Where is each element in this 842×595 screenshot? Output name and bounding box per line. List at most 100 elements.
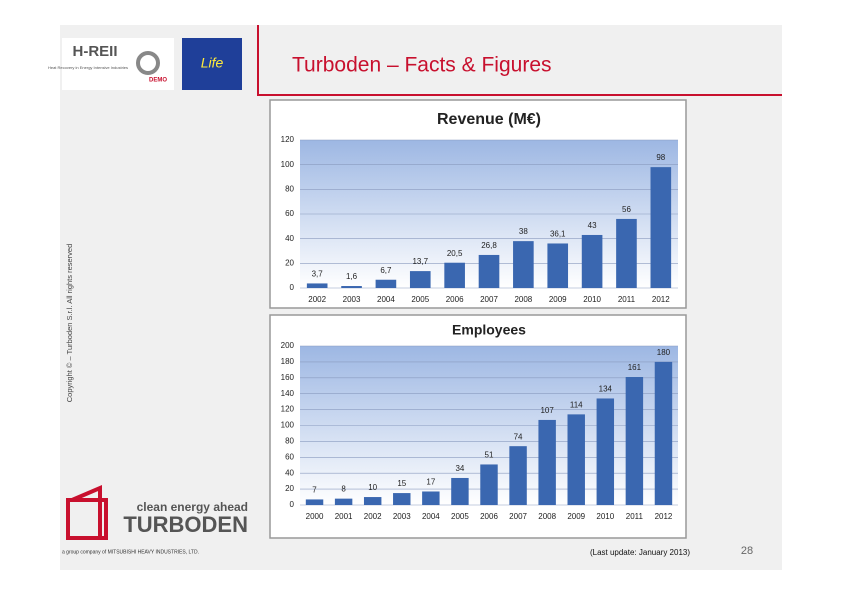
last-update: (Last update: January 2013) xyxy=(590,548,690,557)
bar xyxy=(547,243,569,288)
data-label: 134 xyxy=(599,385,613,394)
bar xyxy=(513,241,534,288)
logo-parent: a group company of MITSUBISHI HEAVY INDU… xyxy=(62,549,199,555)
bar xyxy=(478,254,500,288)
bar xyxy=(422,491,440,505)
eu-logo xyxy=(182,38,242,90)
x-tick-label: 2009 xyxy=(567,512,585,521)
data-label: 36,1 xyxy=(550,230,566,239)
x-tick-label: 2008 xyxy=(514,295,532,304)
bar xyxy=(306,283,328,288)
y-tick-label: 120 xyxy=(281,135,295,144)
y-tick-label: 160 xyxy=(281,373,295,382)
x-tick-label: 2006 xyxy=(480,512,498,521)
bar xyxy=(567,414,585,505)
x-tick-label: 2001 xyxy=(335,512,353,521)
data-label: 10 xyxy=(368,483,377,492)
logo-tagline: clean energy ahead xyxy=(137,500,248,514)
bar xyxy=(393,493,411,505)
y-tick-label: 60 xyxy=(285,209,294,218)
y-tick-label: 180 xyxy=(281,357,295,366)
y-tick-label: 40 xyxy=(285,468,294,477)
data-label: 51 xyxy=(485,451,494,460)
data-label: 3,7 xyxy=(312,270,324,279)
data-label: 8 xyxy=(341,485,346,494)
y-tick-label: 200 xyxy=(281,341,295,350)
data-label: 43 xyxy=(588,221,597,230)
bar xyxy=(334,498,353,505)
bar xyxy=(305,499,324,505)
bar xyxy=(509,446,527,505)
data-label: 26,8 xyxy=(481,241,497,250)
x-tick-label: 2010 xyxy=(596,512,614,521)
data-label: 20,5 xyxy=(447,249,463,258)
data-label: 107 xyxy=(540,406,554,415)
y-tick-label: 100 xyxy=(281,421,295,430)
y-tick-label: 60 xyxy=(285,452,294,461)
bar xyxy=(625,377,644,505)
x-tick-label: 2006 xyxy=(446,295,464,304)
y-tick-label: 100 xyxy=(281,160,295,169)
bar xyxy=(409,271,431,288)
x-tick-label: 2002 xyxy=(308,295,326,304)
y-tick-label: 0 xyxy=(290,283,295,292)
bar xyxy=(616,218,637,288)
data-label: 34 xyxy=(455,464,464,473)
y-tick-label: 20 xyxy=(285,484,294,493)
data-label: 98 xyxy=(656,153,665,162)
x-tick-label: 2011 xyxy=(618,295,636,304)
data-label: 161 xyxy=(628,363,642,372)
bar xyxy=(341,286,362,288)
life-text: Life xyxy=(201,55,224,71)
hreii-sub: Heat Recovery in Energy Intensive Indust… xyxy=(48,65,128,70)
x-tick-label: 2005 xyxy=(451,512,469,521)
x-tick-label: 2008 xyxy=(538,512,556,521)
x-tick-label: 2012 xyxy=(652,295,670,304)
y-tick-label: 20 xyxy=(285,258,294,267)
bar xyxy=(363,497,382,505)
hreii-icon xyxy=(136,51,160,75)
x-tick-label: 2003 xyxy=(393,512,411,521)
x-tick-label: 2011 xyxy=(626,512,644,521)
bar xyxy=(596,398,615,505)
y-tick-label: 80 xyxy=(285,437,294,446)
y-tick-label: 80 xyxy=(285,184,294,193)
logo-name: TURBODEN xyxy=(123,512,248,537)
x-tick-label: 2005 xyxy=(411,295,429,304)
x-tick-label: 2003 xyxy=(343,295,361,304)
x-tick-label: 2012 xyxy=(655,512,673,521)
x-tick-label: 2004 xyxy=(422,512,440,521)
data-label: 74 xyxy=(514,432,523,441)
data-label: 114 xyxy=(570,400,583,409)
x-tick-label: 2007 xyxy=(509,512,527,521)
data-label: 56 xyxy=(622,205,631,214)
page-number: 28 xyxy=(741,545,753,557)
hreii-text: H-REII xyxy=(73,43,118,60)
data-label: 6,7 xyxy=(380,266,392,275)
data-label: 7 xyxy=(312,486,317,495)
x-tick-label: 2004 xyxy=(377,295,395,304)
x-tick-label: 2000 xyxy=(306,512,324,521)
y-tick-label: 140 xyxy=(281,389,295,398)
demo-text: DEMO xyxy=(149,78,167,84)
x-tick-label: 2002 xyxy=(364,512,382,521)
data-label: 38 xyxy=(519,227,528,236)
data-label: 180 xyxy=(657,348,671,357)
chart-title: Revenue (M€) xyxy=(437,111,541,128)
hreii-logo xyxy=(62,38,174,90)
bar xyxy=(451,477,469,505)
x-tick-label: 2009 xyxy=(549,295,567,304)
bar xyxy=(654,361,673,505)
copyright: Copyright © – Turboden S.r.l. All rights… xyxy=(65,244,74,403)
data-label: 15 xyxy=(397,479,406,488)
bar xyxy=(538,419,556,505)
bar xyxy=(375,279,397,288)
data-label: 1,6 xyxy=(346,272,358,281)
chart-title: Employees xyxy=(452,322,526,338)
x-tick-label: 2007 xyxy=(480,295,498,304)
y-tick-label: 40 xyxy=(285,234,294,243)
bar xyxy=(581,234,603,288)
x-tick-label: 2010 xyxy=(583,295,601,304)
data-label: 17 xyxy=(426,478,435,487)
